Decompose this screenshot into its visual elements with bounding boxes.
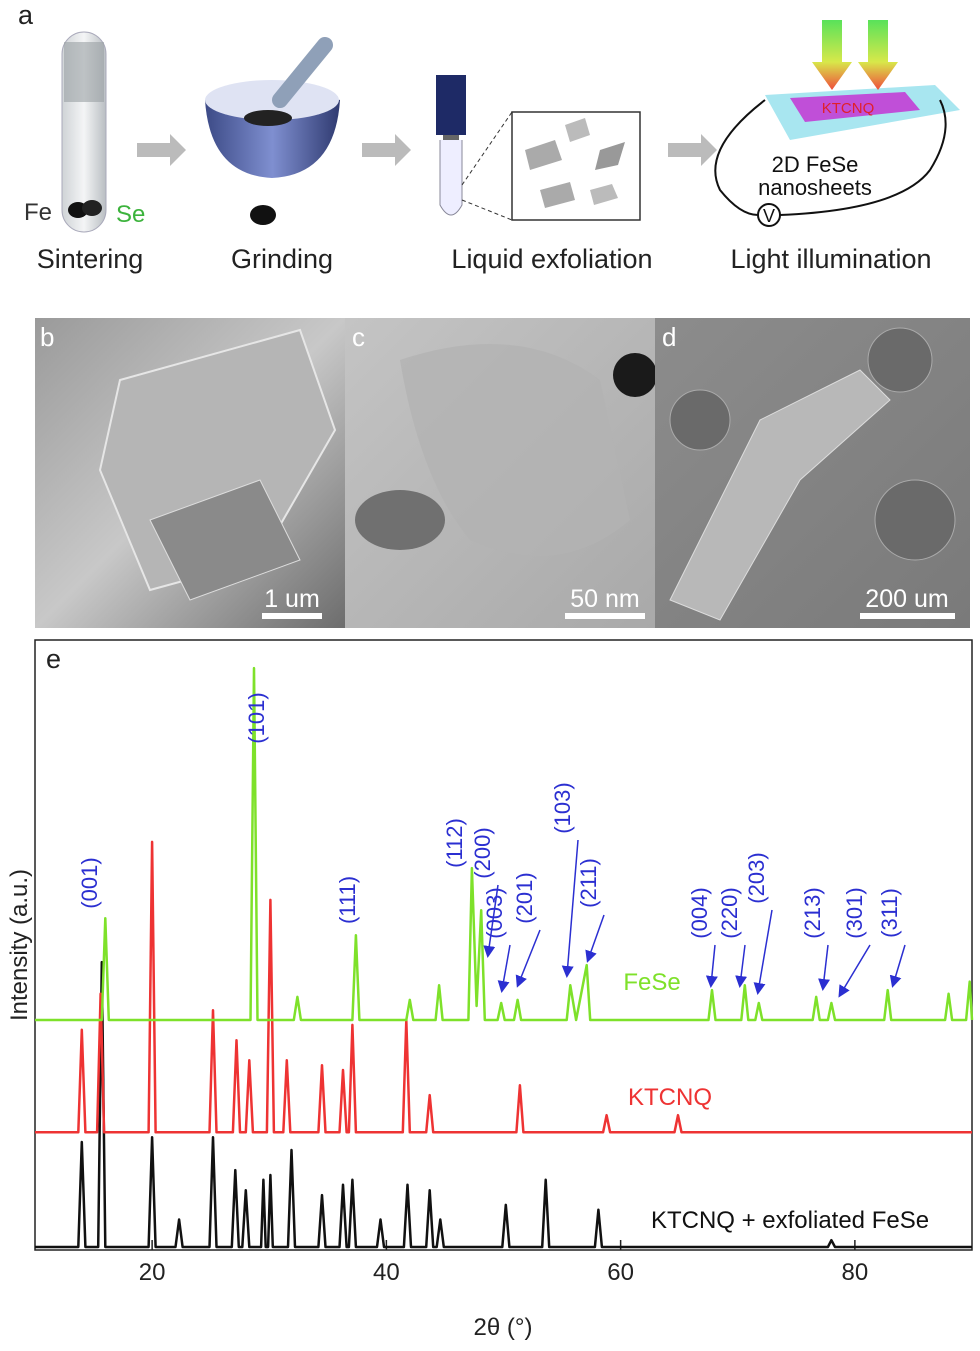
x-tick-label: 60 bbox=[607, 1259, 634, 1286]
series-line bbox=[35, 960, 972, 1249]
series-line bbox=[35, 840, 972, 1134]
peak-annotation: (203) bbox=[744, 852, 769, 903]
peak-annotation: (211) bbox=[576, 858, 601, 908]
ktcnq-film bbox=[790, 92, 920, 122]
series-label: KTCNQ bbox=[628, 1084, 712, 1111]
flake bbox=[525, 140, 562, 170]
se-lump bbox=[82, 200, 102, 216]
peak-annotation: (311) bbox=[877, 888, 902, 938]
powder bbox=[244, 110, 292, 126]
flake bbox=[590, 184, 618, 205]
peak-annotation: (220) bbox=[717, 887, 742, 938]
scale-label: 200 um bbox=[865, 585, 948, 613]
annotation-arrow bbox=[705, 944, 718, 988]
tube-cap bbox=[64, 42, 104, 102]
particle bbox=[613, 353, 657, 397]
flake bbox=[540, 182, 575, 208]
peak-annotation: (201) bbox=[512, 872, 537, 923]
device-label: 2D FeSe bbox=[772, 152, 859, 177]
panel-label: b bbox=[40, 322, 54, 352]
panel-a: a Fe Se KTCNQ V 2D FeSe nanoshe bbox=[18, 0, 960, 274]
annotation-arrow bbox=[515, 929, 541, 988]
fe-label: Fe bbox=[24, 199, 52, 226]
flake bbox=[595, 142, 625, 170]
annotation-arrow bbox=[483, 884, 499, 958]
peak-annotation: (301) bbox=[842, 887, 867, 938]
y-axis-label: Intensity (a.u.) bbox=[6, 869, 33, 1021]
panel-label: e bbox=[46, 644, 61, 674]
series-label: KTCNQ + exfoliated FeSe bbox=[651, 1207, 929, 1234]
peak-annotation: (004) bbox=[687, 887, 712, 938]
nanosheet bbox=[400, 344, 630, 556]
fold bbox=[355, 490, 445, 550]
scale-label: 50 nm bbox=[570, 585, 639, 613]
circuit bbox=[714, 99, 947, 216]
annotation-arrow bbox=[838, 944, 871, 998]
meter-label: V bbox=[763, 206, 775, 226]
x-tick-label: 80 bbox=[842, 1259, 869, 1286]
flake bbox=[565, 118, 590, 142]
peak-annotation: (111) bbox=[335, 876, 360, 924]
peak-annotation: (213) bbox=[800, 887, 825, 938]
ktcnq-label: KTCNQ bbox=[822, 100, 875, 117]
light-beam bbox=[812, 20, 852, 90]
x-tick-label: 40 bbox=[373, 1259, 400, 1286]
pestle bbox=[272, 37, 333, 108]
vial bbox=[439, 140, 463, 216]
xrd-chart: e Intensity (a.u.) 2θ (°) 20 40 60 80 FeSe KT… bbox=[6, 639, 974, 1341]
arrow bbox=[137, 134, 186, 166]
step-label: Grinding bbox=[231, 244, 333, 274]
panel-label: a bbox=[18, 0, 34, 30]
x-axis-label: 2θ (°) bbox=[474, 1314, 533, 1341]
annotation-arrow bbox=[753, 909, 773, 995]
se-label: Se bbox=[116, 201, 145, 228]
peak-annotation: (103) bbox=[550, 782, 575, 833]
crystal bbox=[669, 369, 891, 621]
step-label: Light illumination bbox=[730, 244, 931, 274]
arrow bbox=[362, 134, 411, 166]
step-label: Sintering bbox=[37, 244, 144, 274]
crystal bbox=[149, 479, 301, 601]
sonicator bbox=[436, 75, 466, 135]
panel-label: d bbox=[662, 322, 676, 352]
device-label: nanosheets bbox=[758, 175, 872, 200]
series-line bbox=[35, 666, 974, 1022]
annotation-arrow bbox=[818, 944, 830, 991]
light-beam bbox=[858, 20, 898, 90]
peak-annotation: (200) bbox=[470, 827, 495, 878]
arrow bbox=[668, 134, 717, 166]
scale-label: 1 um bbox=[264, 585, 320, 613]
peak-annotation: (112) bbox=[442, 818, 467, 868]
peak-annotation: (003) bbox=[482, 887, 507, 938]
meter bbox=[757, 203, 781, 227]
panel-label: c bbox=[352, 322, 365, 352]
series-label: FeSe bbox=[623, 969, 680, 996]
annotation-arrow bbox=[561, 839, 579, 978]
annotation-arrow bbox=[735, 944, 748, 988]
zoom-line bbox=[461, 199, 513, 221]
plot-frame bbox=[34, 639, 973, 1251]
hole bbox=[867, 327, 933, 393]
hole bbox=[874, 479, 956, 561]
peak-annotation: (101) bbox=[244, 692, 269, 743]
micrographs: b c d 1 um 50 nm 200 um bbox=[35, 318, 970, 628]
annotation-arrow bbox=[585, 914, 605, 963]
zoom-line bbox=[461, 111, 513, 186]
powder-pile bbox=[250, 205, 276, 225]
step-label: Liquid exfoliation bbox=[451, 244, 652, 274]
x-tick-label: 20 bbox=[139, 1259, 166, 1286]
hole bbox=[669, 389, 731, 451]
peak-annotation: (001) bbox=[77, 857, 102, 908]
annotation-arrow bbox=[497, 944, 511, 993]
scale-bar bbox=[860, 613, 955, 619]
annotation-arrow bbox=[889, 944, 906, 988]
scale-bar bbox=[565, 613, 645, 619]
scale-bar bbox=[262, 613, 322, 619]
